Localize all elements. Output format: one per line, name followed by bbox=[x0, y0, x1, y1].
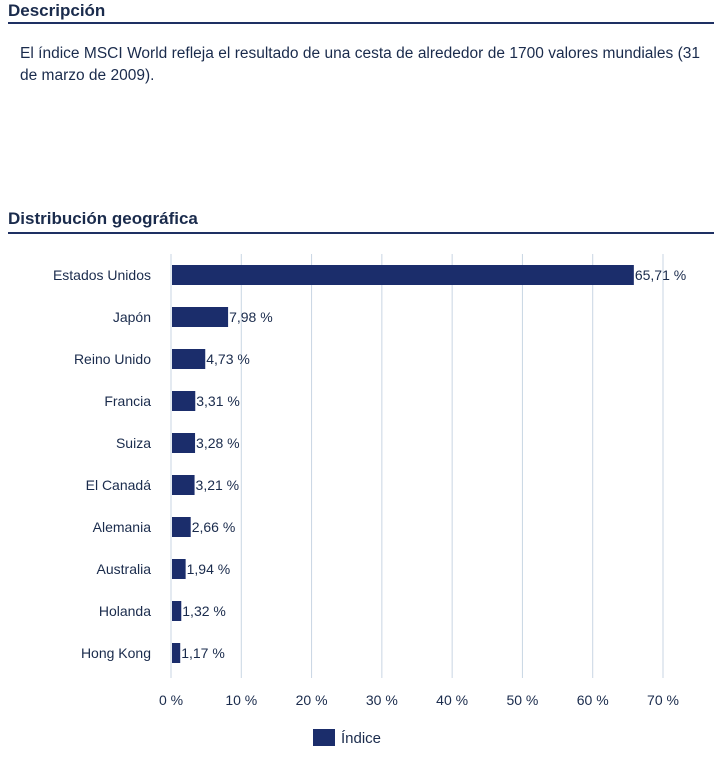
data-label: 7,98 % bbox=[229, 309, 273, 325]
category-label: Holanda bbox=[99, 603, 151, 619]
distribution-title: Distribución geográfica bbox=[8, 209, 198, 228]
distribution-divider bbox=[8, 232, 714, 234]
value-labels: 65,71 % 7,98 % 4,73 % 3,31 % 3,28 % 3,21 % 2,6… bbox=[181, 267, 686, 661]
category-label: Reino Unido bbox=[74, 351, 151, 367]
x-tick-label: 40 % bbox=[436, 692, 468, 708]
data-label: 65,71 % bbox=[635, 267, 686, 283]
x-tick-label: 10 % bbox=[225, 692, 257, 708]
x-tick-label: 60 % bbox=[577, 692, 609, 708]
data-label: 4,73 % bbox=[206, 351, 250, 367]
x-tick-label: 70 % bbox=[647, 692, 679, 708]
x-tick-label: 50 % bbox=[506, 692, 538, 708]
description-text: El índice MSCI World refleja el resultad… bbox=[20, 45, 700, 84]
bar bbox=[172, 559, 186, 579]
bar bbox=[172, 391, 196, 411]
bar bbox=[172, 265, 634, 285]
category-labels: Estados Unidos Japón Reino Unido Francia Sui… bbox=[53, 267, 151, 661]
bar bbox=[172, 349, 206, 369]
bar bbox=[172, 475, 195, 495]
description-divider bbox=[8, 22, 714, 24]
bar bbox=[172, 517, 191, 537]
category-label: Australia bbox=[97, 561, 152, 577]
bar bbox=[172, 307, 229, 327]
bars bbox=[172, 265, 634, 663]
x-tick-label: 0 % bbox=[159, 692, 183, 708]
data-label: 3,31 % bbox=[196, 393, 240, 409]
data-label: 1,17 % bbox=[181, 645, 225, 661]
legend-swatch bbox=[313, 729, 335, 746]
category-label: El Canadá bbox=[86, 477, 152, 493]
bar bbox=[172, 433, 196, 453]
category-label: Japón bbox=[113, 309, 151, 325]
category-label: Hong Kong bbox=[81, 645, 151, 661]
x-tick-label: 20 % bbox=[296, 692, 328, 708]
data-label: 1,94 % bbox=[187, 561, 231, 577]
x-tick-label: 30 % bbox=[366, 692, 398, 708]
geographic-distribution-chart: Estados Unidos Japón Reino Unido Francia Sui… bbox=[53, 254, 686, 747]
legend-label: Índice bbox=[341, 730, 381, 747]
legend: Índice bbox=[313, 729, 381, 747]
data-label: 1,32 % bbox=[182, 603, 226, 619]
category-label: Alemania bbox=[93, 519, 152, 535]
data-label: 2,66 % bbox=[192, 519, 236, 535]
grid-lines bbox=[170, 254, 664, 678]
x-axis-ticks: 0 % 10 % 20 % 30 % 40 % 50 % 60 % 70 % bbox=[159, 692, 679, 708]
data-label: 3,21 % bbox=[196, 477, 240, 493]
bar bbox=[172, 643, 181, 663]
bar bbox=[172, 601, 182, 621]
category-label: Estados Unidos bbox=[53, 267, 151, 283]
category-label: Suiza bbox=[116, 435, 151, 451]
description-title: Descripción bbox=[8, 1, 106, 20]
data-label: 3,28 % bbox=[196, 435, 240, 451]
category-label: Francia bbox=[104, 393, 151, 409]
